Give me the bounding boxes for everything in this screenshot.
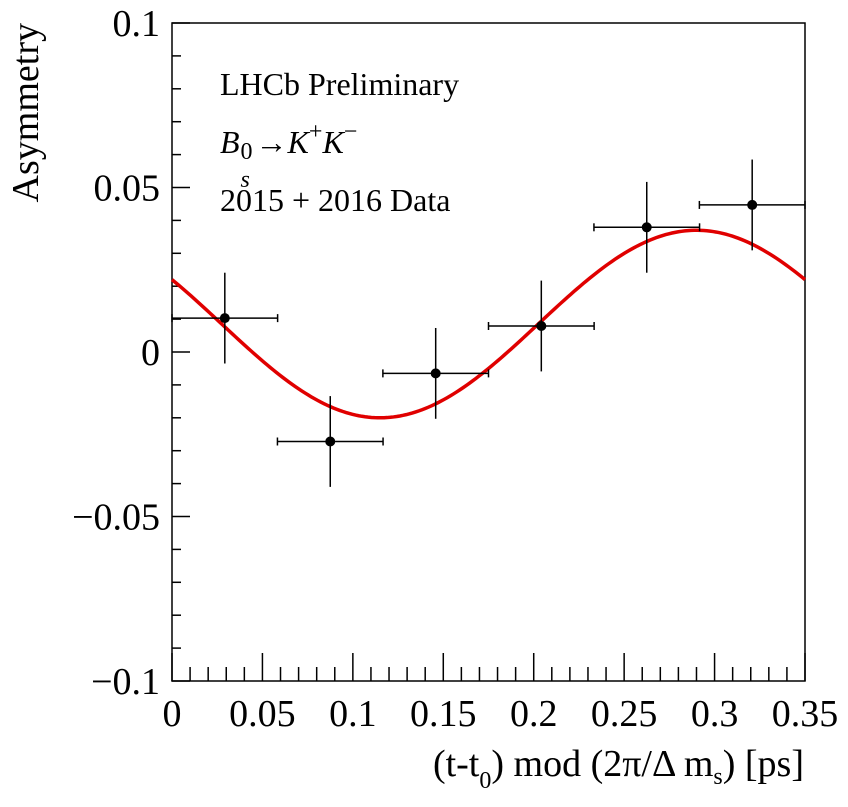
x-label-sub-s: s: [713, 764, 723, 790]
data-point: [382, 327, 490, 419]
x-tick-label: 0.1: [329, 693, 377, 735]
decay-b: B: [220, 124, 240, 160]
data-marker: [536, 321, 547, 332]
x-label-part-3: ) [ps]: [722, 743, 804, 785]
y-axis-label: Asymmetry: [5, 23, 47, 202]
x-label-sub-0: 0: [479, 768, 492, 794]
y-tick-labels: −0.1 −0.05 0 0.05 0.1: [72, 3, 160, 703]
data-point: [593, 181, 701, 273]
y-axis-ticks: [172, 22, 190, 682]
data-point: [698, 159, 806, 251]
data-marker: [641, 222, 652, 233]
y-tick-label: 0.1: [113, 3, 161, 45]
y-tick-label: −0.1: [91, 661, 160, 703]
x-label-part-1: (t-t: [432, 743, 480, 785]
annotation-line-3: 2015 + 2016 Data: [220, 182, 451, 218]
plot-frame: [171, 22, 806, 682]
decay-b-sup: 0: [240, 139, 253, 165]
y-tick-label: 0.05: [94, 168, 161, 210]
data-marker: [325, 436, 336, 447]
annotation-data-years: 2015 + 2016 Data: [220, 182, 450, 219]
data-marker: [430, 368, 441, 379]
x-tick-label: 0: [163, 693, 182, 735]
annotation-line-1: LHCb Preliminary: [220, 66, 460, 102]
x-tick-label: 0.25: [591, 693, 658, 735]
x-axis-ticks: [171, 653, 806, 681]
data-marker: [747, 199, 758, 210]
x-tick-label: 0.15: [410, 693, 477, 735]
data-marker: [219, 313, 230, 324]
data-point: [171, 272, 279, 364]
decay-k2: K: [322, 124, 344, 160]
x-tick-labels: 0 0.05 0.1 0.15 0.2 0.25 0.3 0.35: [163, 693, 839, 735]
data-point: [487, 280, 595, 372]
y-tick-label: 0: [141, 332, 160, 374]
annotation-lhcb-preliminary: LHCb Preliminary: [220, 66, 459, 103]
x-tick-label: 0.05: [229, 693, 296, 735]
x-tick-label: 0.2: [510, 693, 558, 735]
decay-arrow: →: [255, 124, 288, 160]
data-points: [171, 159, 806, 487]
decay-b-sub: s: [240, 167, 250, 193]
data-point: [276, 396, 384, 487]
x-tick-label: 0.3: [691, 693, 739, 735]
decay-minus: −: [343, 119, 358, 145]
y-tick-label: −0.05: [72, 497, 160, 539]
x-label-part-2: ) mod (2π/Δ m: [491, 743, 714, 785]
decay-plus: +: [308, 119, 323, 145]
decay-k1: K: [287, 124, 309, 160]
x-axis-label: (t-t0) mod (2π/Δ ms) [ps]: [432, 742, 804, 794]
x-tick-label: 0.35: [772, 693, 839, 735]
